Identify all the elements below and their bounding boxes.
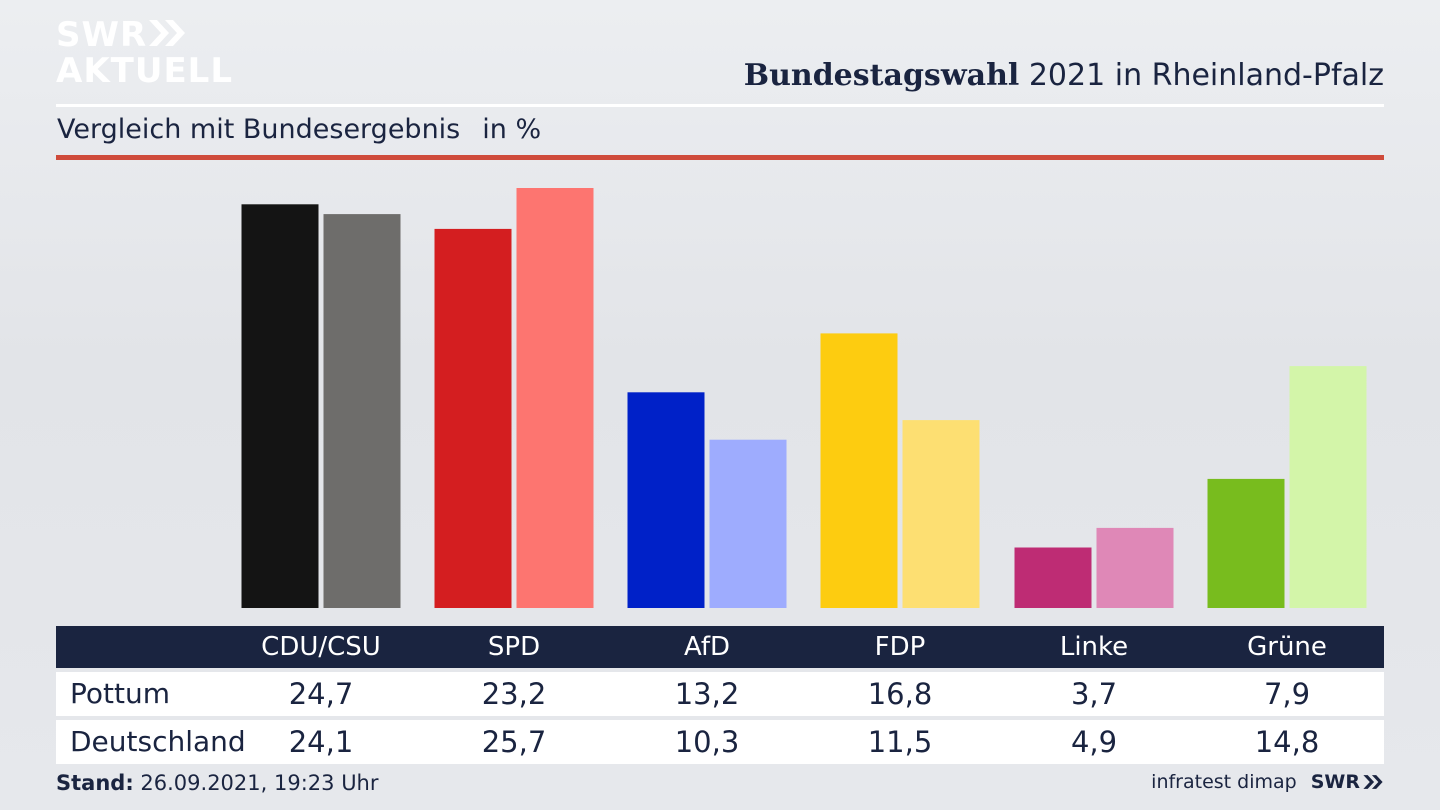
- table-cell: 11,5: [867, 725, 933, 759]
- bar-deutschland-fdp: [902, 420, 980, 608]
- logo-aktuell-text: AKTUELL: [56, 51, 234, 91]
- column-header: AfD: [683, 632, 731, 662]
- table-cell: 14,8: [1254, 725, 1320, 759]
- source-credit: infratest dimap SWR: [1151, 771, 1384, 793]
- accent-divider: [56, 155, 1384, 160]
- stand-value: 26.09.2021, 19:23 Uhr: [140, 771, 379, 795]
- subtitle-text: Vergleich mit Bundesergebnis: [57, 114, 461, 145]
- source-text: infratest dimap: [1151, 771, 1297, 793]
- table-cell: 4,9: [1070, 725, 1118, 759]
- double-chevron-icon: [149, 20, 186, 46]
- footer-chevron-icon: [1363, 775, 1383, 789]
- table-cell: 10,3: [674, 725, 740, 759]
- timestamp: Stand: 26.09.2021, 19:23 Uhr: [56, 771, 379, 795]
- title-bold: Bundestagswahl: [743, 58, 1020, 93]
- footer-brand-text: SWR: [1310, 771, 1360, 793]
- row-label-pottum: Pottum: [70, 677, 170, 710]
- column-header: FDP: [874, 632, 926, 662]
- bar-pottum-linke: [1014, 547, 1092, 608]
- results-table: CDU/CSU SPD AfD FDP Linke Grüne Pottum 24,7 23…: [56, 626, 1384, 764]
- swr-aktuell-logo: SWR AKTUELL: [56, 18, 233, 88]
- page-title: Bundestagswahl 2021 in Rheinland-Pfalz: [744, 58, 1384, 93]
- bar-chart: [241, 188, 1367, 609]
- column-header: CDU/CSU: [261, 632, 381, 662]
- row-label-deutschland: Deutschland: [70, 725, 246, 758]
- logo-swr-text: SWR: [56, 15, 148, 55]
- unit-label: in %: [482, 114, 542, 145]
- bar-deutschland-grüne: [1289, 366, 1367, 608]
- table-cell: 24,7: [288, 677, 354, 711]
- title-rest: 2021 in Rheinland-Pfalz: [1028, 58, 1384, 93]
- table-cell: 25,7: [481, 725, 547, 759]
- table-row-deutschland: Deutschland 24,1 25,7 10,3 11,5 4,9 14,8: [56, 720, 1384, 764]
- title-divider: [56, 104, 1384, 107]
- bar-pottum-cducsu: [241, 204, 319, 609]
- table-cell: 13,2: [674, 677, 740, 711]
- column-header: SPD: [487, 632, 541, 662]
- stand-label: Stand:: [56, 771, 134, 795]
- chart-subtitle: Vergleich mit Bundesergebnis in %: [57, 114, 541, 145]
- column-header: Linke: [1059, 632, 1129, 662]
- bar-pottum-grüne: [1207, 478, 1285, 608]
- bar-pottum-spd: [434, 228, 512, 608]
- table-header: CDU/CSU SPD AfD FDP Linke Grüne: [56, 626, 1384, 668]
- table-cell: 7,9: [1263, 677, 1311, 711]
- table-cell: 23,2: [481, 677, 547, 711]
- bar-deutschland-linke: [1096, 527, 1174, 608]
- bar-deutschland-cducsu: [323, 214, 401, 608]
- table-cell: 16,8: [867, 677, 933, 711]
- bar-pottum-fdp: [820, 333, 898, 608]
- table-cell: 24,1: [288, 725, 354, 759]
- bar-deutschland-afd: [709, 439, 787, 608]
- bar-pottum-afd: [627, 392, 705, 608]
- column-header: Grüne: [1247, 632, 1327, 662]
- footer-swr-brand: SWR: [1311, 771, 1384, 793]
- table-cell: 3,7: [1070, 677, 1118, 711]
- table-row-pottum: Pottum 24,7 23,2 13,2 16,8 3,7 7,9: [56, 672, 1384, 716]
- bar-deutschland-spd: [516, 188, 594, 608]
